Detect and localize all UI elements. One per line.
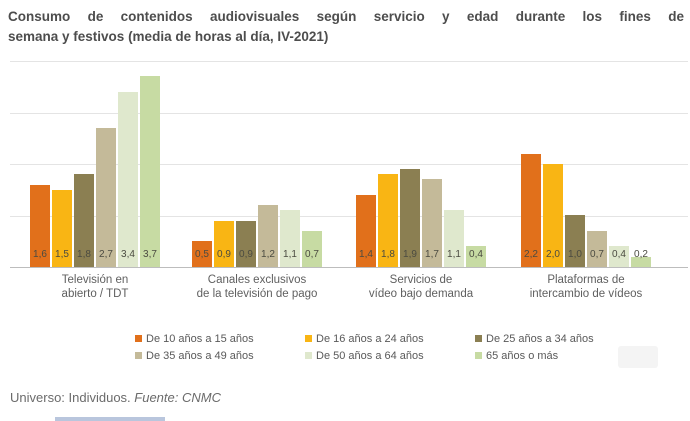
bar-value-label: 1,4 (359, 249, 373, 260)
legend-item-5: De 50 años a 64 años (305, 347, 475, 364)
category-label-line: vídeo bajo demanda (368, 288, 474, 300)
legend-item-6: 65 años o más (475, 347, 645, 364)
category-label-3: Servicios de vídeo bajo demanda (331, 273, 511, 301)
gridline-1 (10, 215, 688, 217)
legend-swatch-icon (475, 335, 482, 342)
legend-label: 65 años o más (486, 349, 559, 362)
legend-label: De 10 años a 15 años (146, 332, 254, 345)
bar-value-label: 0,5 (195, 249, 209, 260)
chart-title: Consumo de contenidos audiovisuales segú… (8, 7, 684, 47)
bar-value-label: 0,2 (634, 249, 648, 260)
bar-value-label: 1,1 (283, 249, 297, 260)
bar-group3-series1 (356, 195, 376, 267)
plot-area: 1,6 0,5 1,4 2,2 1,5 0,9 1,8 2,0 1,8 0,9 1,9 1,0 2,7 1… (10, 61, 688, 268)
source-note: Fuente: CNMC (134, 390, 221, 405)
bar-value-label: 0,4 (612, 249, 626, 260)
bar-value-label: 2,2 (524, 249, 538, 260)
category-label-2: Canales exclusivos de la televisión de pa… (167, 273, 347, 301)
bottom-edge-bar (55, 417, 165, 421)
chart-title-line1: Consumo de contenidos audiovisuales segú… (8, 9, 684, 24)
category-label-line: abierto / TDT (61, 288, 129, 300)
gridline-4 (10, 61, 688, 62)
category-label-4: Plataformas de intercambio de vídeos (496, 273, 676, 301)
legend-item-3: De 25 años a 34 años (475, 330, 645, 347)
footer-note: Universo: Individuos. Fuente: CNMC (10, 390, 221, 405)
bar-group4-series4 (587, 231, 607, 267)
bar-value-label: 1,8 (381, 249, 395, 260)
legend: De 10 años a 15 años De 16 años a 24 años… (135, 330, 645, 364)
bar-value-label: 0,7 (305, 249, 319, 260)
bar-value-label: 1,6 (33, 249, 47, 260)
bar-group3-series3 (400, 169, 420, 267)
category-label-line: de la televisión de pago (196, 288, 318, 300)
bar-group4-series3 (565, 215, 585, 267)
bar-group1-series2 (52, 190, 72, 267)
bar-group2-series2 (214, 221, 234, 267)
legend-swatch-icon (475, 352, 482, 359)
bar-value-label: 2,7 (99, 249, 113, 260)
category-label-line: Televisión en (61, 274, 129, 286)
bar-group1-series1 (30, 185, 50, 267)
legend-label: De 16 años a 24 años (316, 332, 424, 345)
bar-group1-series5 (118, 92, 138, 267)
bar-group2-series5 (280, 210, 300, 267)
bar-value-label: 3,4 (121, 249, 135, 260)
bar-value-label: 3,7 (143, 249, 157, 260)
bar-group3-series5 (444, 210, 464, 267)
legend-label: De 25 años a 34 años (486, 332, 594, 345)
legend-swatch-icon (305, 335, 312, 342)
legend-label: De 50 años a 64 años (316, 349, 424, 362)
bar-value-label: 1,2 (261, 249, 275, 260)
legend-swatch-icon (135, 335, 142, 342)
legend-item-2: De 16 años a 24 años (305, 330, 475, 347)
bar-group4-series5 (609, 246, 629, 267)
category-label-line: Servicios de (389, 274, 453, 286)
bar-value-label: 1,8 (77, 249, 91, 260)
bar-value-label: 1,0 (568, 249, 582, 260)
bar-value-label: 0,9 (217, 249, 231, 260)
bar-group1-series6 (140, 76, 160, 267)
bar-value-label: 1,1 (447, 249, 461, 260)
legend-item-1: De 10 años a 15 años (135, 330, 305, 347)
bar-group2-series4 (258, 205, 278, 267)
legend-item-4: De 35 años a 49 años (135, 347, 305, 364)
category-label-line: Plataformas de (547, 274, 625, 286)
category-label-line: Canales exclusivos (207, 274, 307, 286)
faint-background-box (618, 346, 658, 368)
gridline-2 (10, 164, 688, 165)
category-label-line: intercambio de vídeos (529, 288, 643, 300)
bar-value-label: 1,7 (425, 249, 439, 260)
bar-group2-series1 (192, 241, 212, 267)
bar-value-label: 1,9 (403, 249, 417, 260)
bar-value-label: 1,5 (55, 249, 69, 260)
category-label-1: Televisión en abierto / TDT (5, 273, 185, 301)
bar-group3-series4 (422, 179, 442, 267)
legend-swatch-icon (135, 352, 142, 359)
chart-title-line2: semana y festivos (media de horas al día… (8, 29, 329, 44)
bar-group4-series1 (521, 154, 541, 267)
gridline-3 (10, 112, 688, 114)
bar-value-label: 0,9 (239, 249, 253, 260)
bar-group2-series6 (302, 231, 322, 267)
bar-group4-series2 (543, 164, 563, 267)
legend-swatch-icon (305, 352, 312, 359)
legend-label: De 35 años a 49 años (146, 349, 254, 362)
bar-value-label: 2,0 (546, 249, 560, 260)
bar-group4-series6 (631, 257, 651, 267)
bar-group3-series2 (378, 174, 398, 267)
bar-group3-series6 (466, 246, 486, 267)
universe-note: Universo: Individuos. (10, 390, 135, 405)
bar-group1-series3 (74, 174, 94, 267)
x-axis-line (10, 267, 688, 268)
bar-value-label: 0,4 (469, 249, 483, 260)
bar-group1-series4 (96, 128, 116, 267)
bar-value-label: 0,7 (590, 249, 604, 260)
bar-group2-series3 (236, 221, 256, 267)
